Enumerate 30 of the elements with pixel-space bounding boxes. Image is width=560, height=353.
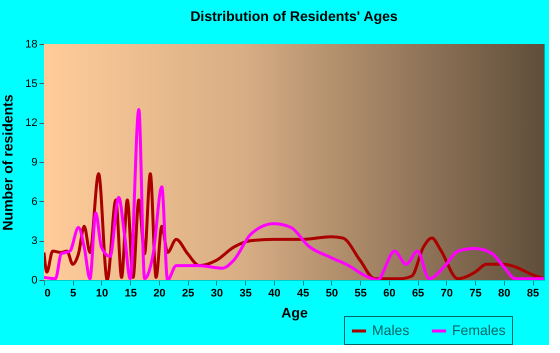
x-tick-label: 80 xyxy=(498,288,510,300)
x-tick-label: 75 xyxy=(469,288,482,300)
y-tick-label: 12 xyxy=(25,117,38,130)
legend-label: Females xyxy=(452,322,506,338)
x-tick-label: 0 xyxy=(44,288,51,300)
x-tick-label: 55 xyxy=(354,288,367,300)
x-tick-label: 50 xyxy=(326,288,338,300)
legend-label: Males xyxy=(372,322,410,338)
x-tick-label: 45 xyxy=(296,288,310,300)
x-tick-label: 85 xyxy=(526,288,540,300)
x-tick-label: 60 xyxy=(383,288,396,300)
x-tick-label: 35 xyxy=(240,288,252,300)
x-tick-label: 15 xyxy=(124,288,137,300)
y-tick-label: 0 xyxy=(31,274,38,286)
y-tick-label: 3 xyxy=(31,235,38,248)
x-tick-label: 20 xyxy=(153,288,166,300)
y-axis-title: Number of residents xyxy=(0,94,16,231)
x-tick-label: 5 xyxy=(70,288,76,300)
x-axis-title: Age xyxy=(281,304,308,320)
x-tick-label: 65 xyxy=(412,288,424,300)
y-tick-label: 15 xyxy=(25,78,38,90)
y-tick-label: 9 xyxy=(31,156,38,168)
x-tick-label: 70 xyxy=(440,288,453,300)
x-tick-label: 25 xyxy=(182,288,194,300)
x-tick-label: 30 xyxy=(210,288,224,300)
x-tick-label: 40 xyxy=(268,288,281,300)
x-tick-label: 10 xyxy=(96,288,108,300)
chart-title: Distribution of Residents' Ages xyxy=(190,8,398,24)
y-tick-label: 18 xyxy=(25,38,38,50)
y-tick-label: 6 xyxy=(31,196,38,208)
